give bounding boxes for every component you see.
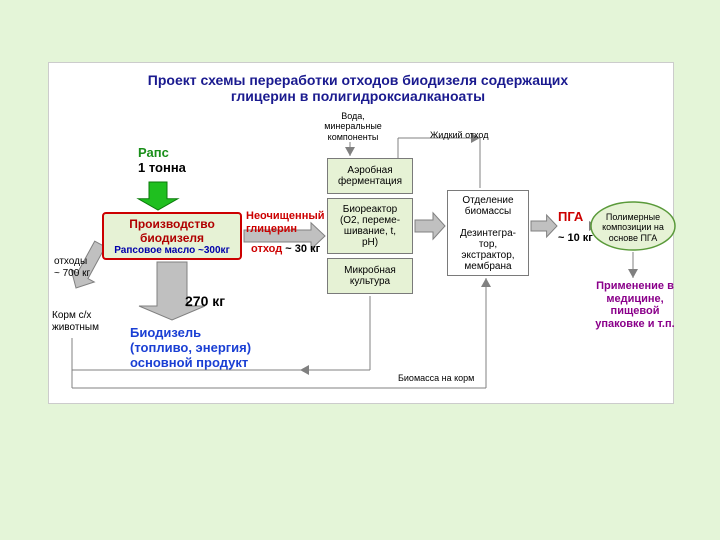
production-line1: Производство <box>114 217 229 231</box>
glycerin-line1: Неочищенный <box>246 210 325 223</box>
production-line3: Рапсовое масло ~300кг <box>114 245 229 256</box>
glycerin-line2: глицерин <box>246 223 325 236</box>
diagram-title: Проект схемы переработки отходов биодизе… <box>108 72 608 104</box>
raps-input-label: Рапс 1 тонна <box>138 146 186 176</box>
separation-box: ОтделениебиомассыДезинтегра-тор,экстракт… <box>447 190 529 276</box>
pga-label: ПГА <box>558 210 583 225</box>
waste-mass: ~ 30 кг <box>285 243 320 255</box>
separation-text: ОтделениебиомассыДезинтегра-тор,экстракт… <box>460 195 516 272</box>
process-box-1: Биореактор(O2, переме-шивание, t,pH) <box>327 198 413 254</box>
process-box-2: Микробнаякультура <box>327 258 413 294</box>
glycerin-label: Неочищенный глицерин <box>246 210 325 235</box>
pga-text: ПГА <box>558 210 583 225</box>
polymer-oval-text: Полимерныекомпозиции наоснове ПГА <box>591 212 675 243</box>
title-line2: глицерин в полигидроксиалканоаты <box>108 88 608 104</box>
pga-mass: ~ 10 кг <box>558 232 593 245</box>
raps-mass: 1 тонна <box>138 161 186 176</box>
waste-left-label: отходы~ 700 кг <box>54 256 90 279</box>
application-label: Применение вмедицине,пищевойупаковке и т… <box>590 280 680 331</box>
production-box: Производство биодизеля Рапсовое масло ~3… <box>102 212 242 260</box>
waste-text: отход <box>251 243 282 255</box>
water-minerals-label: Вода,минеральныекомпоненты <box>308 111 398 142</box>
title-line1: Проект схемы переработки отходов биодизе… <box>108 72 608 88</box>
waste-label: отход ~ 30 кг <box>251 243 320 256</box>
liquid-waste-label: Жидкий отход <box>430 130 520 140</box>
process-box-0: Аэробнаяферментация <box>327 158 413 194</box>
production-line2: биодизеля <box>114 231 229 245</box>
mass-270-label: 270 кг <box>185 293 225 309</box>
biodiesel-label: Биодизель(топливо, энергия)основной прод… <box>130 326 251 371</box>
raps-text: Рапс <box>138 146 186 161</box>
biomass-feed-label: Биомасса на корм <box>398 373 474 383</box>
feed-label: Корм с/хживотным <box>52 310 99 333</box>
